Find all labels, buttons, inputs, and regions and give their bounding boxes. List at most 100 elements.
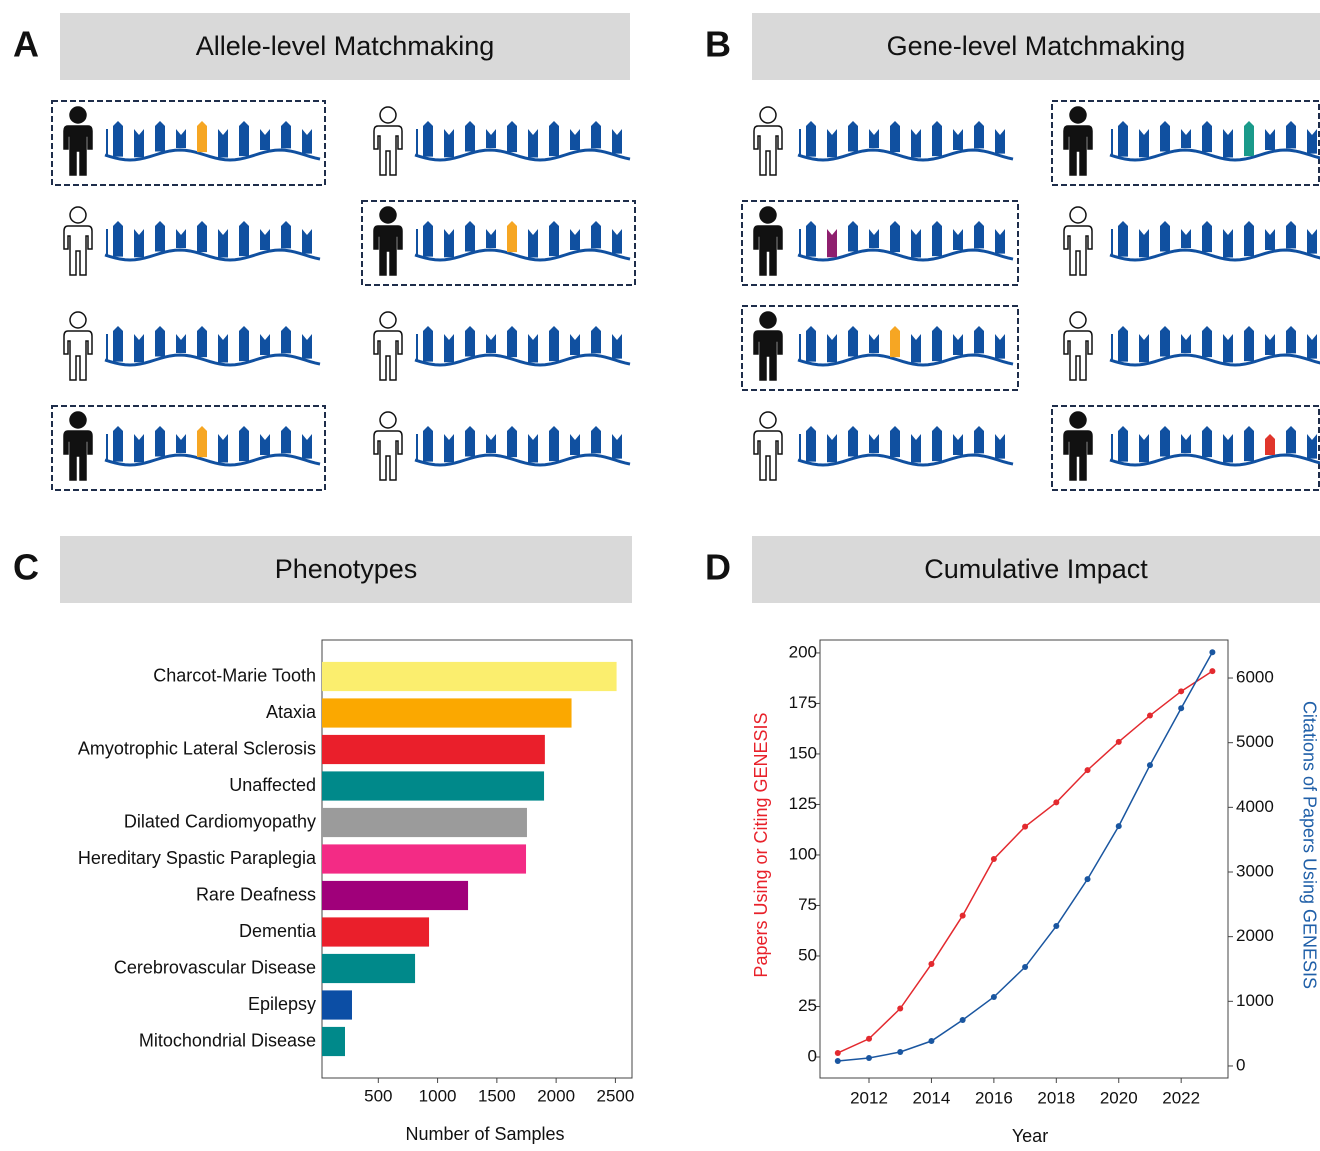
exon — [528, 229, 538, 258]
exon — [995, 229, 1005, 254]
y-tick-label: 25 — [798, 996, 817, 1015]
exon — [848, 326, 858, 356]
bar — [322, 954, 415, 983]
category-label: Charcot-Marie Tooth — [153, 665, 316, 685]
person-body — [64, 431, 92, 480]
exon — [1223, 434, 1233, 463]
exon — [827, 229, 837, 257]
exon — [1181, 129, 1191, 148]
bar — [322, 1027, 345, 1056]
exon — [570, 434, 580, 455]
exon — [302, 434, 312, 459]
y2-tick-label: 5000 — [1236, 732, 1274, 751]
category-label: Dilated Cardiomyopathy — [124, 811, 316, 831]
exon — [827, 334, 837, 362]
bar — [322, 662, 617, 691]
category-label: Hereditary Spastic Paraplegia — [78, 848, 317, 868]
exon — [549, 221, 559, 256]
person-head — [1070, 412, 1086, 428]
category-label: Ataxia — [266, 702, 317, 722]
y2-tick-label: 1000 — [1236, 991, 1274, 1010]
x-axis-label: Number of Samples — [405, 1124, 564, 1144]
x-tick-label: 2016 — [975, 1088, 1013, 1107]
exon — [155, 426, 165, 456]
exon — [890, 221, 900, 252]
exon — [1202, 326, 1212, 357]
bar — [322, 735, 545, 764]
exon — [591, 221, 601, 248]
exon — [612, 129, 622, 154]
exon — [113, 121, 123, 157]
series-marker — [928, 961, 934, 967]
person-body — [1064, 431, 1092, 480]
exon — [281, 326, 291, 353]
exon — [197, 326, 207, 357]
person-body — [374, 126, 402, 175]
exon — [260, 334, 270, 355]
exon — [444, 434, 454, 462]
exon — [869, 129, 879, 148]
exon — [507, 326, 517, 357]
exon — [134, 229, 144, 257]
exon — [1307, 129, 1317, 154]
exon — [1118, 326, 1128, 362]
x-tick-label: 2022 — [1162, 1088, 1200, 1107]
exon — [486, 334, 496, 353]
exon — [1160, 221, 1170, 251]
person-head — [760, 207, 776, 223]
series-marker — [991, 856, 997, 862]
exon — [1286, 221, 1296, 248]
series-marker — [1085, 876, 1091, 882]
exon — [869, 334, 879, 353]
bar — [322, 771, 544, 800]
person-body — [64, 226, 92, 275]
exon — [1202, 426, 1212, 457]
category-label: Dementia — [239, 921, 317, 941]
series-marker — [1147, 713, 1153, 719]
exon — [423, 121, 433, 157]
exon — [932, 426, 942, 461]
person-head — [70, 312, 86, 328]
y-tick-label: 200 — [789, 642, 817, 661]
exon — [218, 229, 228, 258]
person-head — [70, 412, 86, 428]
person-head — [380, 412, 396, 428]
x-tick-label: 2012 — [850, 1088, 888, 1107]
series-marker — [1147, 762, 1153, 768]
exon — [995, 129, 1005, 154]
exon — [932, 326, 942, 361]
person-head — [70, 207, 86, 223]
exon — [302, 229, 312, 254]
exon — [974, 121, 984, 148]
y-tick-label: 50 — [798, 945, 817, 964]
x-tick-label: 1000 — [419, 1086, 457, 1105]
panel-title: Allele-level Matchmaking — [196, 31, 495, 61]
series-line — [838, 652, 1213, 1061]
exon — [423, 326, 433, 362]
series-line — [838, 671, 1213, 1053]
y-tick-label: 0 — [808, 1046, 817, 1065]
person-body — [754, 226, 782, 275]
exon — [953, 229, 963, 250]
exon — [1286, 426, 1296, 453]
exon — [591, 426, 601, 453]
exon — [827, 434, 837, 462]
plot-frame — [820, 640, 1228, 1078]
exon — [113, 426, 123, 462]
x-tick-label: 2018 — [1037, 1088, 1075, 1107]
exon — [218, 434, 228, 463]
exon — [869, 434, 879, 453]
bar — [322, 881, 468, 910]
exon — [1160, 426, 1170, 456]
series-marker — [1085, 767, 1091, 773]
bar — [322, 698, 572, 727]
exon — [260, 434, 270, 455]
exon — [507, 121, 517, 152]
exon — [570, 229, 580, 250]
category-label: Unaffected — [229, 775, 316, 795]
exon — [1139, 129, 1149, 157]
exon — [1118, 426, 1128, 462]
exon — [549, 326, 559, 361]
exon — [591, 121, 601, 148]
series-marker — [960, 1017, 966, 1023]
